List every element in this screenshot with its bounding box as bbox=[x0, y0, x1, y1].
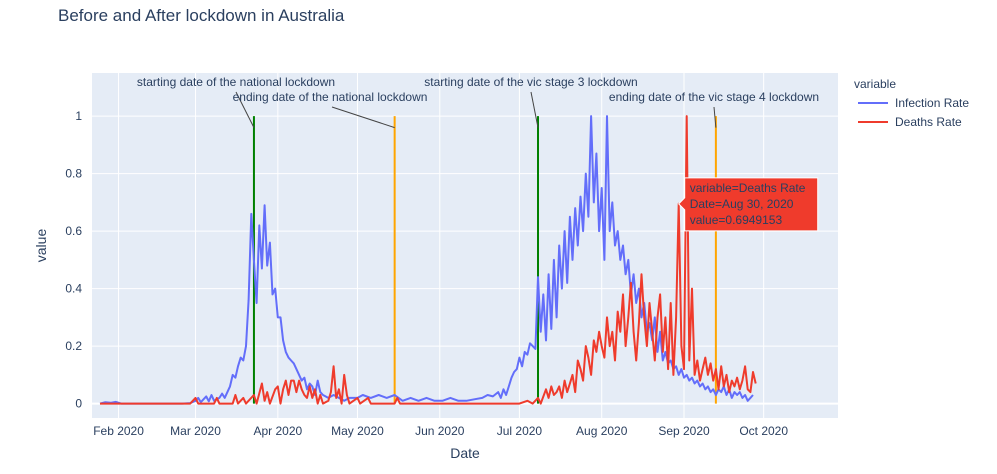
x-tick-label: Jun 2020 bbox=[415, 424, 465, 438]
y-tick-label: 1 bbox=[75, 109, 82, 123]
x-tick-label: Oct 2020 bbox=[739, 424, 788, 438]
x-tick-label: May 2020 bbox=[331, 424, 384, 438]
y-tick-label: 0.6 bbox=[65, 224, 82, 238]
legend-item-label[interactable]: Deaths Rate bbox=[895, 115, 962, 129]
tooltip-box bbox=[678, 177, 819, 232]
series-lines[interactable] bbox=[99, 115, 757, 405]
legend[interactable]: variable Infection Rate Deaths Rate bbox=[854, 77, 969, 129]
legend-item-label[interactable]: Infection Rate bbox=[895, 96, 969, 110]
y-tick-label: 0.8 bbox=[65, 167, 82, 181]
x-axis-title: Date bbox=[450, 445, 480, 461]
x-tick-label: Apr 2020 bbox=[253, 424, 302, 438]
y-axis-title: value bbox=[33, 229, 49, 263]
tooltip-line: variable=Deaths Rate bbox=[690, 181, 806, 195]
annotation-arrow bbox=[235, 91, 255, 128]
x-tick-label: Aug 2020 bbox=[576, 424, 628, 438]
x-tick-label: Jul 2020 bbox=[497, 424, 543, 438]
x-axis-ticks: Feb 2020 Mar 2020 Apr 2020 May 2020 Jun 2020… bbox=[93, 424, 788, 438]
x-tick-label: Sep 2020 bbox=[658, 424, 710, 438]
lockdown-lines bbox=[252, 116, 717, 404]
hover-tooltip: variable=Deaths Rate Date=Aug 30, 2020 val… bbox=[678, 177, 819, 232]
legend-title: variable bbox=[854, 77, 896, 91]
y-tick-label: 0 bbox=[75, 397, 82, 411]
annotation-label: ending date of the national lockdown bbox=[233, 90, 428, 104]
chart-title: Before and After lockdown in Australia bbox=[58, 6, 345, 25]
plot-background bbox=[92, 73, 838, 418]
x-tick-label: Mar 2020 bbox=[170, 424, 221, 438]
annotation-arrow bbox=[713, 106, 717, 128]
annotation-label: ending date of the vic stage 4 lockdown bbox=[609, 90, 819, 104]
y-tick-label: 0.2 bbox=[65, 339, 82, 353]
annotation-label: starting date of the vic stage 3 lockdow… bbox=[424, 75, 637, 89]
tooltip-line: Date=Aug 30, 2020 bbox=[690, 197, 794, 211]
annotation-label: starting date of the national lockdown bbox=[137, 75, 335, 89]
series-line-deaths-rate[interactable] bbox=[100, 115, 757, 405]
y-axis-ticks: 0 0.2 0.4 0.6 0.8 1 bbox=[65, 109, 82, 411]
tooltip-line: value=0.6949153 bbox=[690, 213, 783, 227]
annotations: starting date of the national lockdownen… bbox=[137, 75, 819, 129]
y-tick-label: 0.4 bbox=[65, 282, 82, 296]
annotation-arrow bbox=[530, 91, 539, 128]
annotation-arrow bbox=[331, 106, 395, 129]
x-tick-label: Feb 2020 bbox=[93, 424, 144, 438]
